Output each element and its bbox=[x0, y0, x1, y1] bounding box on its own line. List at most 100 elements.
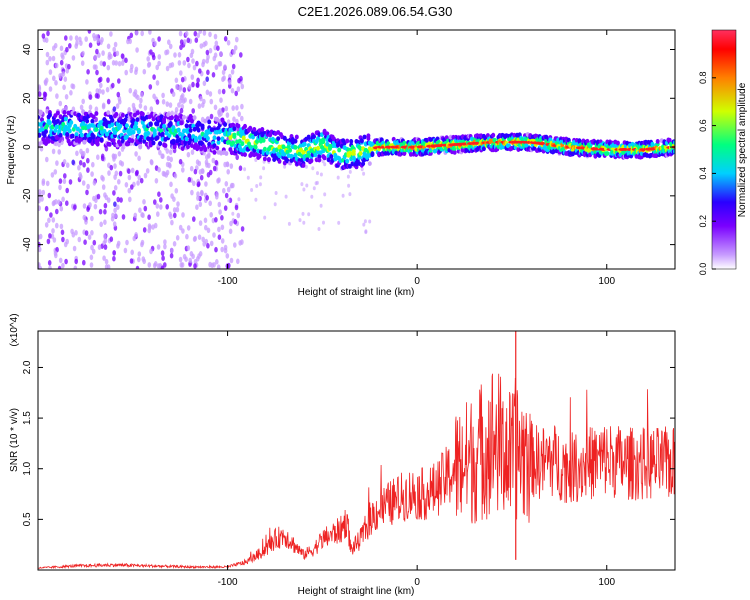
spectrogram-noise-mark bbox=[59, 205, 64, 212]
spectrogram-noise-mark bbox=[118, 170, 123, 177]
spectrogram-ridge-mark bbox=[47, 112, 52, 118]
spectrogram-ridge-mark bbox=[160, 131, 165, 137]
spectrogram-noise-mark bbox=[106, 98, 111, 105]
spectrogram-noise-mark bbox=[230, 69, 235, 75]
spectrogram-noise-mark bbox=[220, 224, 225, 231]
spectrogram-noise-mark bbox=[231, 105, 235, 111]
spectrogram-ridge-mark bbox=[166, 112, 171, 118]
spectrogram-noise-mark bbox=[190, 189, 194, 196]
spectrogram-noise-mark bbox=[135, 47, 139, 53]
spectrogram-noise-mark bbox=[93, 54, 98, 61]
spectrogram-noise-mark bbox=[111, 60, 116, 66]
spectrogram-noise-mark bbox=[63, 173, 67, 179]
spectrogram-ridge-mark bbox=[44, 129, 48, 135]
spectrogram-noise-mark bbox=[77, 165, 81, 171]
spectrogram-ridge-mark bbox=[182, 114, 186, 120]
spectrogram-noise-mark bbox=[214, 217, 218, 223]
spectrogram-noise-mark bbox=[205, 195, 209, 201]
spectrogram-noise-mark bbox=[204, 159, 209, 165]
spectrogram-noise-mark bbox=[54, 199, 58, 205]
spectrogram-noise-mark bbox=[140, 30, 144, 37]
spectrogram-noise-mark bbox=[157, 167, 161, 173]
spectrogram-noise-mark bbox=[218, 108, 222, 114]
spectrogram-ridge-mark bbox=[184, 136, 189, 142]
spectrogram-ridge-mark bbox=[253, 144, 258, 150]
spectrogram-ridge-mark bbox=[370, 151, 375, 157]
spectrogram-noise-mark bbox=[97, 77, 102, 84]
spectrogram-noise-mark bbox=[38, 192, 42, 199]
spectrogram-noise-mark bbox=[94, 92, 99, 99]
spectrogram-noise-mark bbox=[176, 201, 180, 207]
spectrogram-noise-mark bbox=[191, 253, 195, 260]
spectrogram-noise-mark bbox=[46, 30, 50, 37]
snr-xtick-label: -100 bbox=[218, 577, 238, 588]
spectrogram-noise-mark bbox=[191, 58, 195, 64]
spectrogram-noise-mark bbox=[208, 91, 213, 97]
spectrogram-noise-mark bbox=[90, 171, 94, 177]
spectrogram-noise-mark bbox=[47, 217, 51, 224]
spectrogram-noise-mark bbox=[61, 262, 65, 269]
spectrogram-noise-mark bbox=[44, 77, 49, 84]
spectrogram-noise-mark bbox=[311, 166, 315, 171]
spectrogram-ridge-mark bbox=[248, 125, 253, 131]
spectrogram-noise-mark bbox=[115, 50, 120, 57]
spectrogram-ridge-mark bbox=[46, 138, 51, 144]
spectrogram-noise-mark bbox=[163, 262, 167, 268]
spectrogram-noise-mark bbox=[71, 232, 76, 238]
spectrogram-noise-mark bbox=[173, 173, 178, 179]
spectrogram-noise-mark bbox=[231, 63, 236, 70]
spectrogram-noise-mark bbox=[90, 230, 94, 236]
spectrogram-noise-mark bbox=[74, 258, 78, 265]
spectrogram-noise-mark bbox=[141, 212, 145, 219]
spectrogram-noise-mark bbox=[57, 149, 61, 155]
spectrogram-noise-mark bbox=[236, 86, 241, 92]
spectrogram-noise-mark bbox=[169, 213, 173, 220]
spectrogram-noise-mark bbox=[202, 80, 207, 87]
spectrogram-noise-mark bbox=[217, 201, 222, 208]
spectrogram-ridge-mark bbox=[216, 136, 221, 142]
spectrogram-noise-mark bbox=[178, 84, 183, 90]
spectrogram-noise-mark bbox=[117, 78, 121, 84]
spectrogram-ytick-label: -20 bbox=[22, 188, 33, 203]
spectrogram-noise-mark bbox=[201, 236, 205, 243]
spectrogram-noise-mark bbox=[95, 34, 99, 40]
spectrogram-noise-mark bbox=[81, 98, 85, 105]
spectrogram-noise-mark bbox=[178, 30, 183, 37]
spectrogram-panel: -100 0 100 -40 -20 0 20 40 Height of straight l… bbox=[6, 29, 676, 298]
spectrogram-noise-mark bbox=[173, 52, 177, 58]
spectrogram-noise-mark bbox=[141, 256, 146, 262]
spectrogram-ridge-mark bbox=[140, 111, 145, 117]
spectrogram-ridge-mark bbox=[277, 159, 282, 164]
spectrogram-noise-mark bbox=[235, 154, 239, 161]
spectrogram-noise-mark bbox=[146, 56, 150, 62]
spectrogram-noise-mark bbox=[147, 227, 151, 234]
spectrogram-noise-mark bbox=[137, 256, 141, 263]
spectrogram-noise-mark bbox=[200, 190, 204, 197]
spectrogram-noise-mark bbox=[224, 105, 229, 112]
spectrogram-noise-mark bbox=[120, 146, 125, 152]
spectrogram-ridge-mark bbox=[402, 150, 407, 156]
spectrogram-noise-mark bbox=[360, 167, 364, 172]
spectrogram-noise-mark bbox=[147, 214, 151, 220]
spectrogram-noise-mark bbox=[64, 35, 68, 41]
spectrogram-noise-mark bbox=[86, 183, 90, 190]
spectrogram-ridge-mark bbox=[114, 111, 119, 117]
spectrogram-noise-mark bbox=[81, 50, 85, 57]
spectrogram-noise-mark bbox=[54, 80, 58, 86]
spectrogram-ridge-mark bbox=[329, 154, 334, 159]
spectrogram-marks bbox=[38, 30, 675, 269]
spectrogram-noise-mark bbox=[236, 258, 240, 265]
spectrogram-noise-mark bbox=[209, 98, 214, 105]
spectrogram-noise-mark bbox=[186, 37, 191, 44]
spectrogram-noise-mark bbox=[191, 81, 195, 88]
spectrogram-noise-mark bbox=[143, 172, 148, 179]
spectrogram-noise-mark bbox=[119, 197, 123, 203]
spectrogram-noise-mark bbox=[81, 180, 86, 186]
spectrogram-noise-mark bbox=[127, 168, 131, 174]
spectrogram-noise-mark bbox=[38, 84, 42, 90]
spectrogram-noise-mark bbox=[85, 147, 90, 154]
spectrogram-noise-mark bbox=[60, 229, 65, 236]
snr-xtick-label: 0 bbox=[414, 577, 420, 588]
spectrogram-noise-mark bbox=[174, 77, 179, 84]
